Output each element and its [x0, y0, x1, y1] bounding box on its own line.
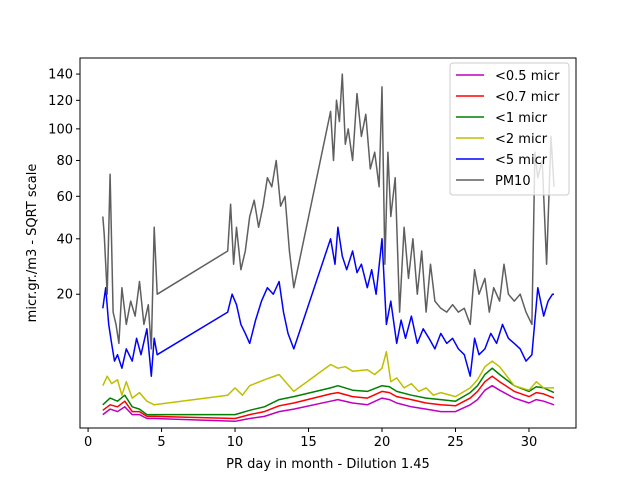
y-axis: 20 40 60 80 100 120 140 [48, 68, 80, 303]
x-tick-label-6: 30 [521, 435, 538, 450]
y-tick-label-1: 40 [56, 232, 73, 247]
series-line-0 [102, 384, 555, 423]
x-axis: 0 5 10 15 20 25 30 [84, 428, 537, 450]
series-line-1 [102, 375, 555, 420]
y-tick-label-0: 20 [56, 288, 73, 303]
legend-label-1: <0.7 micr [495, 90, 560, 105]
x-tick-label-0: 0 [84, 435, 92, 450]
legend-label-2: <1 micr [495, 111, 548, 126]
series-line-3 [102, 350, 554, 406]
legend-label-4: <5 micr [495, 153, 548, 168]
x-tick-label-1: 5 [157, 435, 165, 450]
legend-label-3: <2 micr [495, 132, 548, 147]
y-tick-label-5: 120 [48, 94, 73, 109]
y-tick-label-4: 100 [48, 122, 73, 137]
series-layer [102, 73, 555, 423]
series-line-2 [102, 367, 555, 416]
x-tick-label-4: 20 [374, 435, 391, 450]
legend-label-0: <0.5 micr [495, 69, 560, 84]
x-tick-label-5: 25 [447, 435, 464, 450]
plot-frame [79, 57, 577, 429]
x-tick-label-3: 15 [300, 435, 317, 450]
y-tick-label-6: 140 [48, 68, 73, 83]
series-line-4 [102, 226, 554, 377]
y-axis-label: micr.gr./m3 - SQRT scale [25, 164, 40, 323]
legend-label-5: PM10 [495, 174, 531, 189]
x-tick-label-2: 10 [227, 435, 244, 450]
series-line-5 [102, 73, 555, 350]
x-axis-label: PR day in month - Dilution 1.45 [226, 457, 430, 472]
y-tick-label-2: 60 [56, 190, 73, 205]
y-tick-label-3: 80 [56, 154, 73, 169]
legend: <0.5 micr <0.7 micr <1 micr <2 micr <5 micr P… [449, 62, 570, 196]
